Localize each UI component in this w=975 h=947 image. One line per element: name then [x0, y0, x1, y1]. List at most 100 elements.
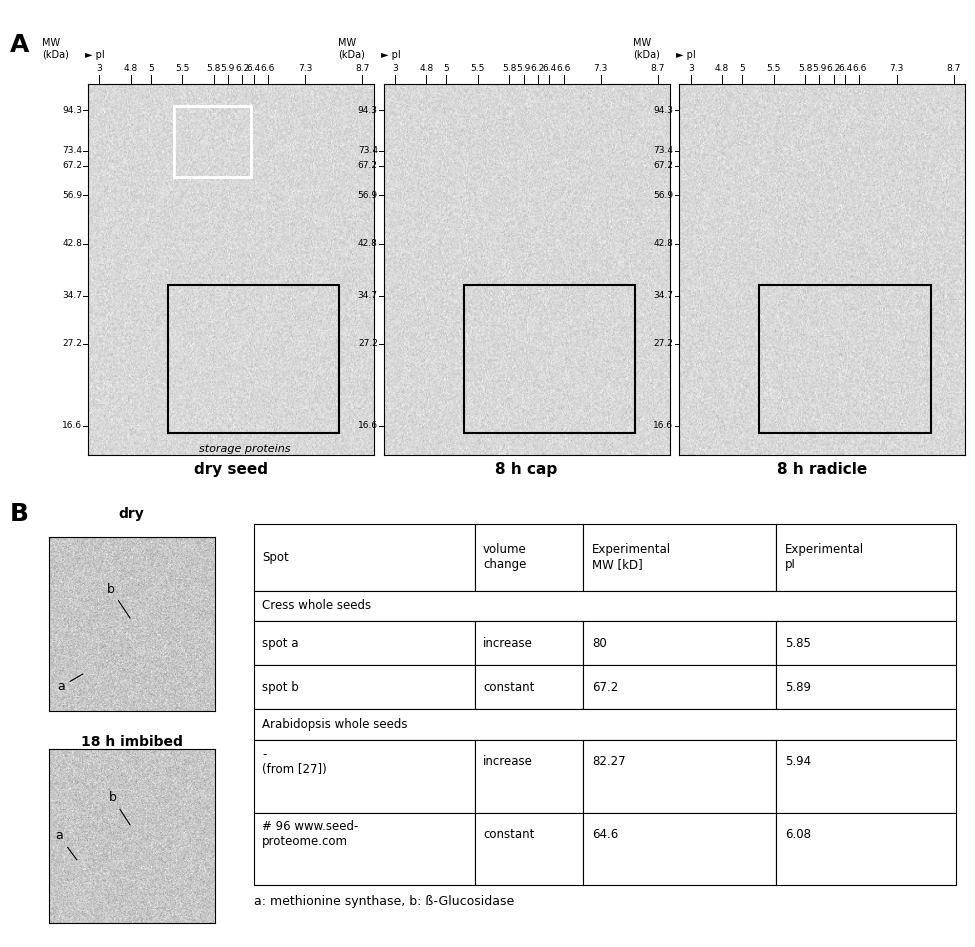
Bar [174, 106, 251, 177]
Text: -
(from [27]): - (from [27]) [262, 748, 327, 776]
Text: 6.08: 6.08 [785, 828, 811, 841]
Text: spot b: spot b [262, 681, 298, 694]
Text: Experimental
pI: Experimental pI [785, 544, 864, 571]
Text: 4.8: 4.8 [715, 64, 729, 73]
Text: A: A [10, 33, 29, 57]
Bar [583, 665, 776, 709]
Bar [254, 813, 475, 885]
Text: volume
change: volume change [483, 544, 526, 571]
Text: 3: 3 [97, 64, 102, 73]
Text: 5.9: 5.9 [517, 64, 530, 73]
Text: 6.6: 6.6 [852, 64, 867, 73]
Text: 5.9: 5.9 [812, 64, 827, 73]
Text: 67.2: 67.2 [62, 161, 82, 170]
Bar [254, 621, 475, 665]
Bar [776, 665, 956, 709]
Text: 8.7: 8.7 [651, 64, 665, 73]
Text: 56.9: 56.9 [358, 191, 377, 200]
Text: 7.3: 7.3 [594, 64, 608, 73]
Text: 94.3: 94.3 [62, 105, 82, 115]
Text: increase: increase [483, 636, 533, 650]
Text: 67.2: 67.2 [653, 161, 674, 170]
Text: Spot: Spot [262, 550, 289, 563]
Text: 8.7: 8.7 [947, 64, 961, 73]
Text: 8.7: 8.7 [355, 64, 370, 73]
Text: b: b [107, 582, 130, 618]
Text: 5: 5 [739, 64, 745, 73]
Text: 34.7: 34.7 [62, 291, 82, 300]
Text: dry: dry [119, 507, 144, 521]
Text: 27.2: 27.2 [653, 339, 674, 348]
Text: 5.9: 5.9 [220, 64, 235, 73]
Text: constant: constant [483, 681, 534, 694]
Text: MW
(kDa): MW (kDa) [634, 39, 660, 60]
Text: Cress whole seeds: Cress whole seeds [262, 599, 371, 613]
Text: 42.8: 42.8 [653, 240, 674, 248]
Text: 16.6: 16.6 [653, 421, 674, 430]
Text: storage proteins: storage proteins [199, 444, 291, 455]
Text: 94.3: 94.3 [653, 105, 674, 115]
Text: 34.7: 34.7 [653, 291, 674, 300]
Bar [475, 740, 583, 813]
X-axis label: dry seed: dry seed [194, 462, 268, 477]
Bar [254, 524, 475, 591]
Text: 5.85: 5.85 [785, 636, 811, 650]
Text: 6.2: 6.2 [235, 64, 250, 73]
Bar [168, 284, 339, 433]
Text: 5.8: 5.8 [207, 64, 220, 73]
Text: 7.3: 7.3 [298, 64, 312, 73]
Text: 3: 3 [687, 64, 693, 73]
Bar [760, 284, 931, 433]
Text: 56.9: 56.9 [653, 191, 674, 200]
Text: 94.3: 94.3 [358, 105, 377, 115]
Bar [475, 621, 583, 665]
Text: 5.5: 5.5 [471, 64, 486, 73]
X-axis label: 8 h radicle: 8 h radicle [777, 462, 868, 477]
Bar [475, 665, 583, 709]
Bar [254, 591, 956, 621]
Bar [254, 665, 475, 709]
Text: MW
(kDa): MW (kDa) [337, 39, 365, 60]
Text: 5.8: 5.8 [798, 64, 812, 73]
Text: 4.8: 4.8 [124, 64, 137, 73]
Text: 56.9: 56.9 [61, 191, 82, 200]
Bar [776, 524, 956, 591]
Bar [254, 709, 956, 740]
Text: 7.3: 7.3 [889, 64, 904, 73]
Text: spot a: spot a [262, 636, 298, 650]
Text: ► pI: ► pI [677, 50, 696, 60]
Text: 5.5: 5.5 [766, 64, 781, 73]
Text: 73.4: 73.4 [358, 147, 377, 155]
Text: 5.8: 5.8 [502, 64, 517, 73]
Text: 6.2: 6.2 [827, 64, 840, 73]
Bar [583, 524, 776, 591]
Bar [583, 740, 776, 813]
Text: 42.8: 42.8 [62, 240, 82, 248]
X-axis label: 8 h cap: 8 h cap [495, 462, 558, 477]
Text: 67.2: 67.2 [592, 681, 618, 694]
Text: 64.6: 64.6 [592, 828, 618, 841]
Text: b: b [108, 791, 130, 825]
Text: 82.27: 82.27 [592, 756, 626, 768]
Text: 6.6: 6.6 [557, 64, 571, 73]
Text: 73.4: 73.4 [62, 147, 82, 155]
Text: 73.4: 73.4 [653, 147, 674, 155]
Text: 27.2: 27.2 [62, 339, 82, 348]
Text: Arabidopsis whole seeds: Arabidopsis whole seeds [262, 718, 408, 731]
Text: 34.7: 34.7 [358, 291, 377, 300]
Text: B: B [10, 502, 28, 526]
Bar [475, 813, 583, 885]
Text: Experimental
MW [kD]: Experimental MW [kD] [592, 544, 671, 571]
Text: increase: increase [483, 756, 533, 768]
Text: 16.6: 16.6 [358, 421, 377, 430]
Text: a: a [56, 830, 77, 860]
Bar [776, 813, 956, 885]
Bar [583, 621, 776, 665]
Text: 67.2: 67.2 [358, 161, 377, 170]
Text: 5: 5 [444, 64, 449, 73]
Text: 27.2: 27.2 [358, 339, 377, 348]
Text: 4.8: 4.8 [419, 64, 434, 73]
Text: MW
(kDa): MW (kDa) [42, 39, 69, 60]
Text: 6.2: 6.2 [530, 64, 545, 73]
Text: ► pI: ► pI [85, 50, 104, 60]
